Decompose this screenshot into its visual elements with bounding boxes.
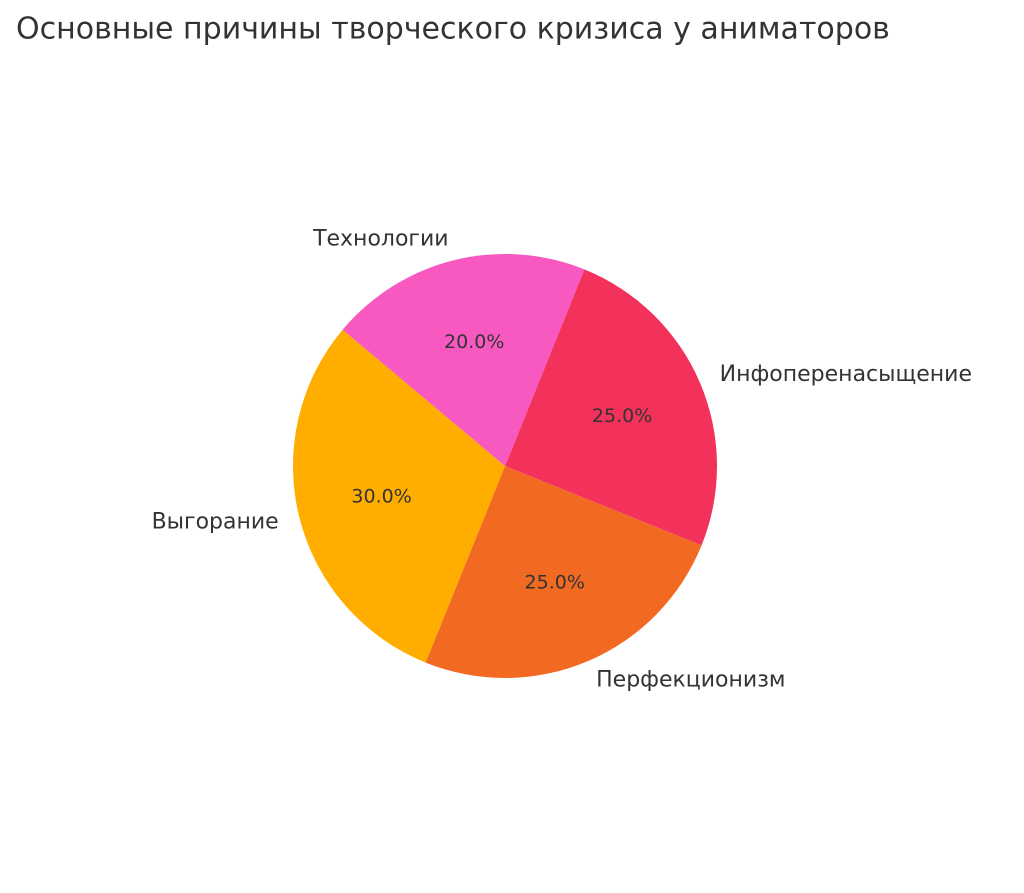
pie-slice — [293, 329, 505, 663]
slice-label: Инфоперенасыщение — [720, 362, 972, 387]
pie-slice — [505, 269, 718, 546]
slice-label: Технологии — [312, 227, 449, 252]
slice-label: Перфекционизм — [596, 668, 785, 693]
pie-slice — [425, 466, 702, 678]
percent-label: 20.0% — [444, 331, 504, 353]
percent-label: 25.0% — [525, 572, 585, 594]
percent-label: 25.0% — [592, 405, 652, 427]
slice-label: Выгорание — [152, 509, 279, 534]
percent-label: 30.0% — [351, 485, 411, 507]
pie-slice — [342, 253, 585, 466]
chart-title: Основные причины творческого кризиса у а… — [16, 12, 890, 47]
